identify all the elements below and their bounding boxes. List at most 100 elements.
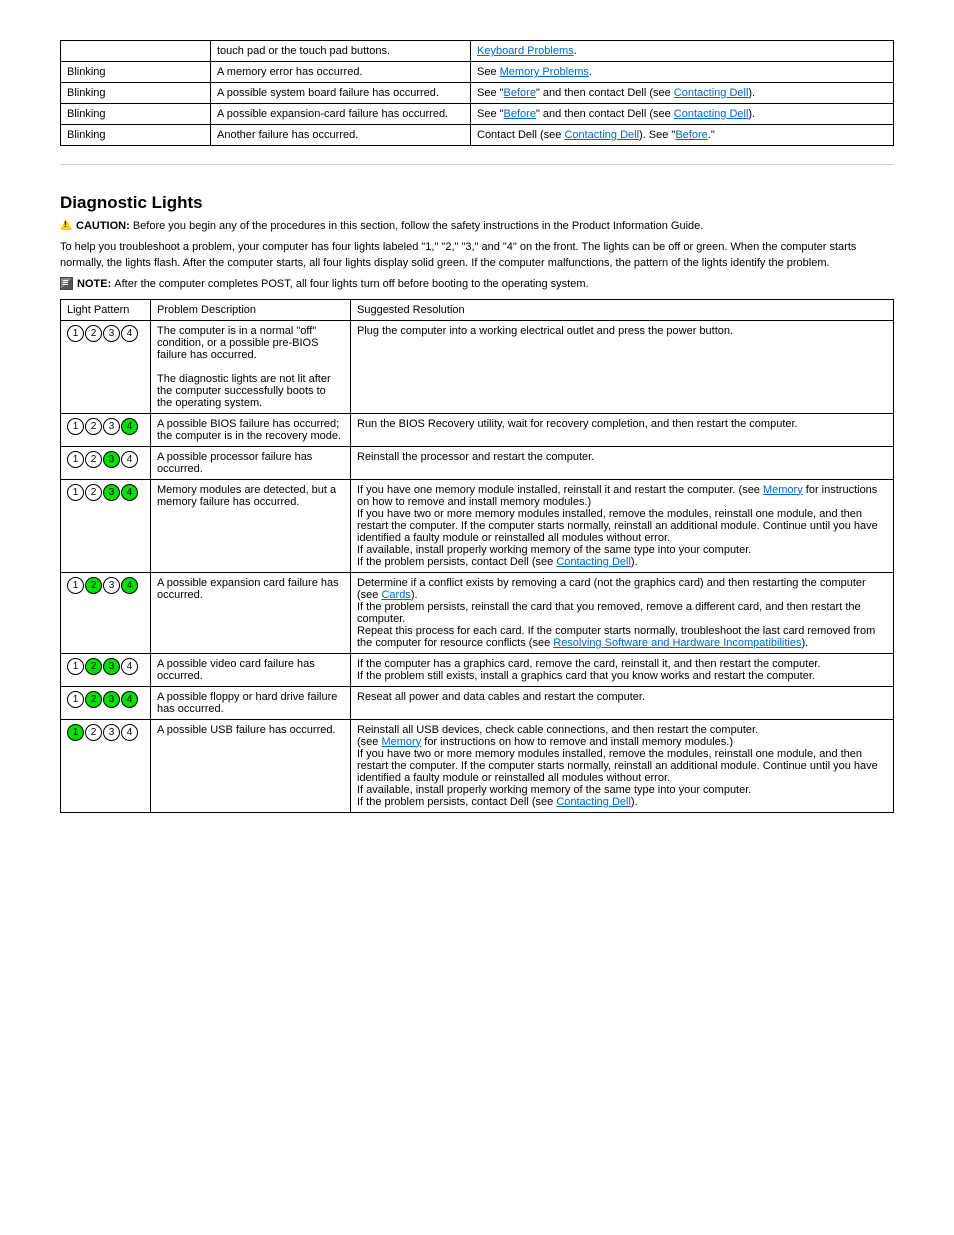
diagnostic-led-icon: 3 — [103, 691, 120, 708]
diagnostic-led-icon: 2 — [85, 451, 102, 468]
diagnostic-led-icon: 1 — [67, 577, 84, 594]
cell: touch pad or the touch pad buttons. — [211, 41, 471, 62]
cell: A possible system board failure has occu… — [211, 83, 471, 104]
problem-cell: The computer is in a normal "off" condit… — [151, 320, 351, 413]
cross-ref-link[interactable]: Memory — [381, 736, 421, 748]
diagnostic-led-icon: 3 — [103, 577, 120, 594]
cell: A possible expansion-card failure has oc… — [211, 104, 471, 125]
diagnostic-led-icon: 3 — [103, 484, 120, 501]
diagnostic-led-icon: 2 — [85, 577, 102, 594]
diagnostic-led-icon: 4 — [121, 451, 138, 468]
cross-ref-link[interactable]: Memory — [763, 484, 803, 496]
problem-cell: A possible BIOS failure has occurred; th… — [151, 413, 351, 446]
cell: See "Before" and then contact Dell (see … — [471, 104, 894, 125]
cross-ref-link[interactable]: Contacting Dell — [674, 87, 749, 99]
diagnostic-led-icon: 4 — [121, 691, 138, 708]
caution-icon — [60, 219, 72, 230]
led-pattern-cell: 1234 — [61, 446, 151, 479]
cell: See "Before" and then contact Dell (see … — [471, 83, 894, 104]
cell: See Memory Problems. — [471, 62, 894, 83]
table-row: 1234Memory modules are detected, but a m… — [61, 479, 894, 572]
note-label: NOTE: — [77, 278, 114, 290]
diagnostic-led-icon: 3 — [103, 658, 120, 675]
diagnostic-led-icon: 4 — [121, 577, 138, 594]
problem-cell: A possible processor failure has occurre… — [151, 446, 351, 479]
diagnostic-led-icon: 1 — [67, 691, 84, 708]
cross-ref-link[interactable]: Contacting Dell — [556, 796, 631, 808]
note-text: After the computer completes POST, all f… — [114, 278, 588, 290]
resolution-cell: If the computer has a graphics card, rem… — [351, 653, 894, 686]
cross-ref-link[interactable]: Cards — [381, 589, 410, 601]
led-pattern-cell: 1234 — [61, 686, 151, 719]
table-row: 1234A possible video card failure has oc… — [61, 653, 894, 686]
cell: Keyboard Problems. — [471, 41, 894, 62]
table-row: BlinkingA memory error has occurred.See … — [61, 62, 894, 83]
diagnostic-led-icon: 3 — [103, 724, 120, 741]
resolution-cell: Reinstall all USB devices, check cable c… — [351, 719, 894, 812]
caution-label: CAUTION: — [76, 220, 133, 232]
cross-ref-link[interactable]: Resolving Software and Hardware Incompat… — [553, 637, 801, 649]
table-row: touch pad or the touch pad buttons.Keybo… — [61, 41, 894, 62]
diagnostic-led-icon: 1 — [67, 418, 84, 435]
diagnostic-led-icon: 1 — [67, 325, 84, 342]
diagnostic-led-icon: 3 — [103, 325, 120, 342]
intro-paragraph: To help you troubleshoot a problem, your… — [60, 240, 894, 271]
led-pattern-cell: 1234 — [61, 572, 151, 653]
cross-ref-link[interactable]: Contacting Dell — [674, 108, 749, 120]
divider — [60, 164, 894, 165]
problem-cell: A possible expansion card failure has oc… — [151, 572, 351, 653]
power-light-table: touch pad or the touch pad buttons.Keybo… — [60, 40, 894, 146]
resolution-cell: Determine if a conflict exists by removi… — [351, 572, 894, 653]
resolution-cell: Run the BIOS Recovery utility, wait for … — [351, 413, 894, 446]
note-notice: NOTE: After the computer completes POST,… — [60, 277, 894, 292]
led-pattern-cell: 1234 — [61, 320, 151, 413]
diagnostic-led-icon: 2 — [85, 724, 102, 741]
table-row: BlinkingA possible expansion-card failur… — [61, 104, 894, 125]
cross-ref-link[interactable]: Contacting Dell — [556, 556, 631, 568]
caution-text: Before you begin any of the procedures i… — [133, 220, 704, 232]
resolution-cell: Plug the computer into a working electri… — [351, 320, 894, 413]
diagnostic-led-icon: 3 — [103, 451, 120, 468]
table-row: 1234A possible expansion card failure ha… — [61, 572, 894, 653]
diagnostic-led-icon: 1 — [67, 451, 84, 468]
diagnostic-led-icon: 3 — [103, 418, 120, 435]
cell: Contact Dell (see Contacting Dell). See … — [471, 125, 894, 146]
caution-notice: CAUTION: Before you begin any of the pro… — [60, 219, 894, 234]
cell: Blinking — [61, 125, 211, 146]
cell: Blinking — [61, 62, 211, 83]
diagnostic-led-icon: 2 — [85, 691, 102, 708]
table-row: BlinkingAnother failure has occurred.Con… — [61, 125, 894, 146]
diagnostic-lights-table: Light Pattern Problem Description Sugges… — [60, 299, 894, 813]
resolution-cell: If you have one memory module installed,… — [351, 479, 894, 572]
problem-cell: A possible video card failure has occurr… — [151, 653, 351, 686]
problem-cell: Memory modules are detected, but a memor… — [151, 479, 351, 572]
table-row: 1234A possible processor failure has occ… — [61, 446, 894, 479]
note-icon — [60, 277, 73, 290]
diagnostic-led-icon: 4 — [121, 418, 138, 435]
diagnostic-led-icon: 1 — [67, 724, 84, 741]
led-pattern-cell: 1234 — [61, 413, 151, 446]
cross-ref-link[interactable]: Before — [504, 108, 536, 120]
cross-ref-link[interactable]: Memory Problems — [500, 66, 589, 78]
cell: A memory error has occurred. — [211, 62, 471, 83]
diagnostic-led-icon: 2 — [85, 658, 102, 675]
table-row: 1234A possible BIOS failure has occurred… — [61, 413, 894, 446]
led-pattern-cell: 1234 — [61, 653, 151, 686]
problem-cell: A possible floppy or hard drive failure … — [151, 686, 351, 719]
resolution-cell: Reseat all power and data cables and res… — [351, 686, 894, 719]
diagnostic-led-icon: 4 — [121, 724, 138, 741]
table-row: BlinkingA possible system board failure … — [61, 83, 894, 104]
diagnostic-led-icon: 2 — [85, 484, 102, 501]
diagnostic-led-icon: 2 — [85, 325, 102, 342]
table-row: 1234The computer is in a normal "off" co… — [61, 320, 894, 413]
diagnostic-led-icon: 4 — [121, 325, 138, 342]
cell — [61, 41, 211, 62]
cross-ref-link[interactable]: Keyboard Problems — [477, 45, 574, 57]
cross-ref-link[interactable]: Before — [675, 129, 707, 141]
cross-ref-link[interactable]: Contacting Dell — [564, 129, 639, 141]
cell: Another failure has occurred. — [211, 125, 471, 146]
cross-ref-link[interactable]: Before — [504, 87, 536, 99]
diagnostic-led-icon: 4 — [121, 484, 138, 501]
led-pattern-cell: 1234 — [61, 719, 151, 812]
table-row: 1234A possible USB failure has occurred.… — [61, 719, 894, 812]
